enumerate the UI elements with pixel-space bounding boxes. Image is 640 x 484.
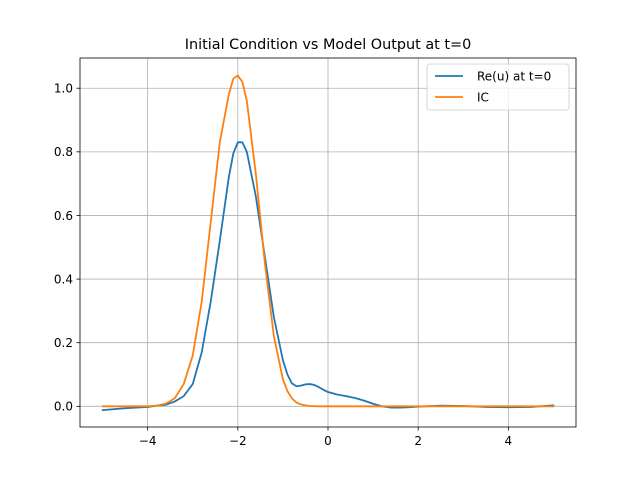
chart-title: Initial Condition vs Model Output at t=0 [185, 37, 471, 53]
y-tick-label: 0.0 [54, 400, 73, 414]
series-line-0 [101, 141, 555, 412]
legend-label-1: IC [477, 91, 489, 105]
y-tick-label: 0.8 [54, 145, 73, 159]
y-tick-label: 1.0 [54, 82, 73, 96]
legend-label-0: Re(u) at t=0 [477, 70, 551, 84]
x-tick-label: 0 [324, 434, 332, 448]
x-tick-label: 2 [414, 434, 422, 448]
grid [80, 58, 576, 427]
axis-ticks: −4 −2 0 2 4 0.0 0.2 0.4 0.6 0.8 1.0 [54, 82, 512, 448]
series-lines [101, 74, 555, 412]
x-tick-label: 4 [505, 434, 513, 448]
series-line-1 [101, 74, 555, 408]
x-tick-label: −2 [229, 434, 247, 448]
y-tick-label: 0.2 [54, 336, 73, 350]
x-tick-label: −4 [139, 434, 157, 448]
y-tick-label: 0.6 [54, 209, 73, 223]
legend: Re(u) at t=0 IC [426, 63, 570, 111]
y-tick-label: 0.4 [54, 272, 73, 286]
